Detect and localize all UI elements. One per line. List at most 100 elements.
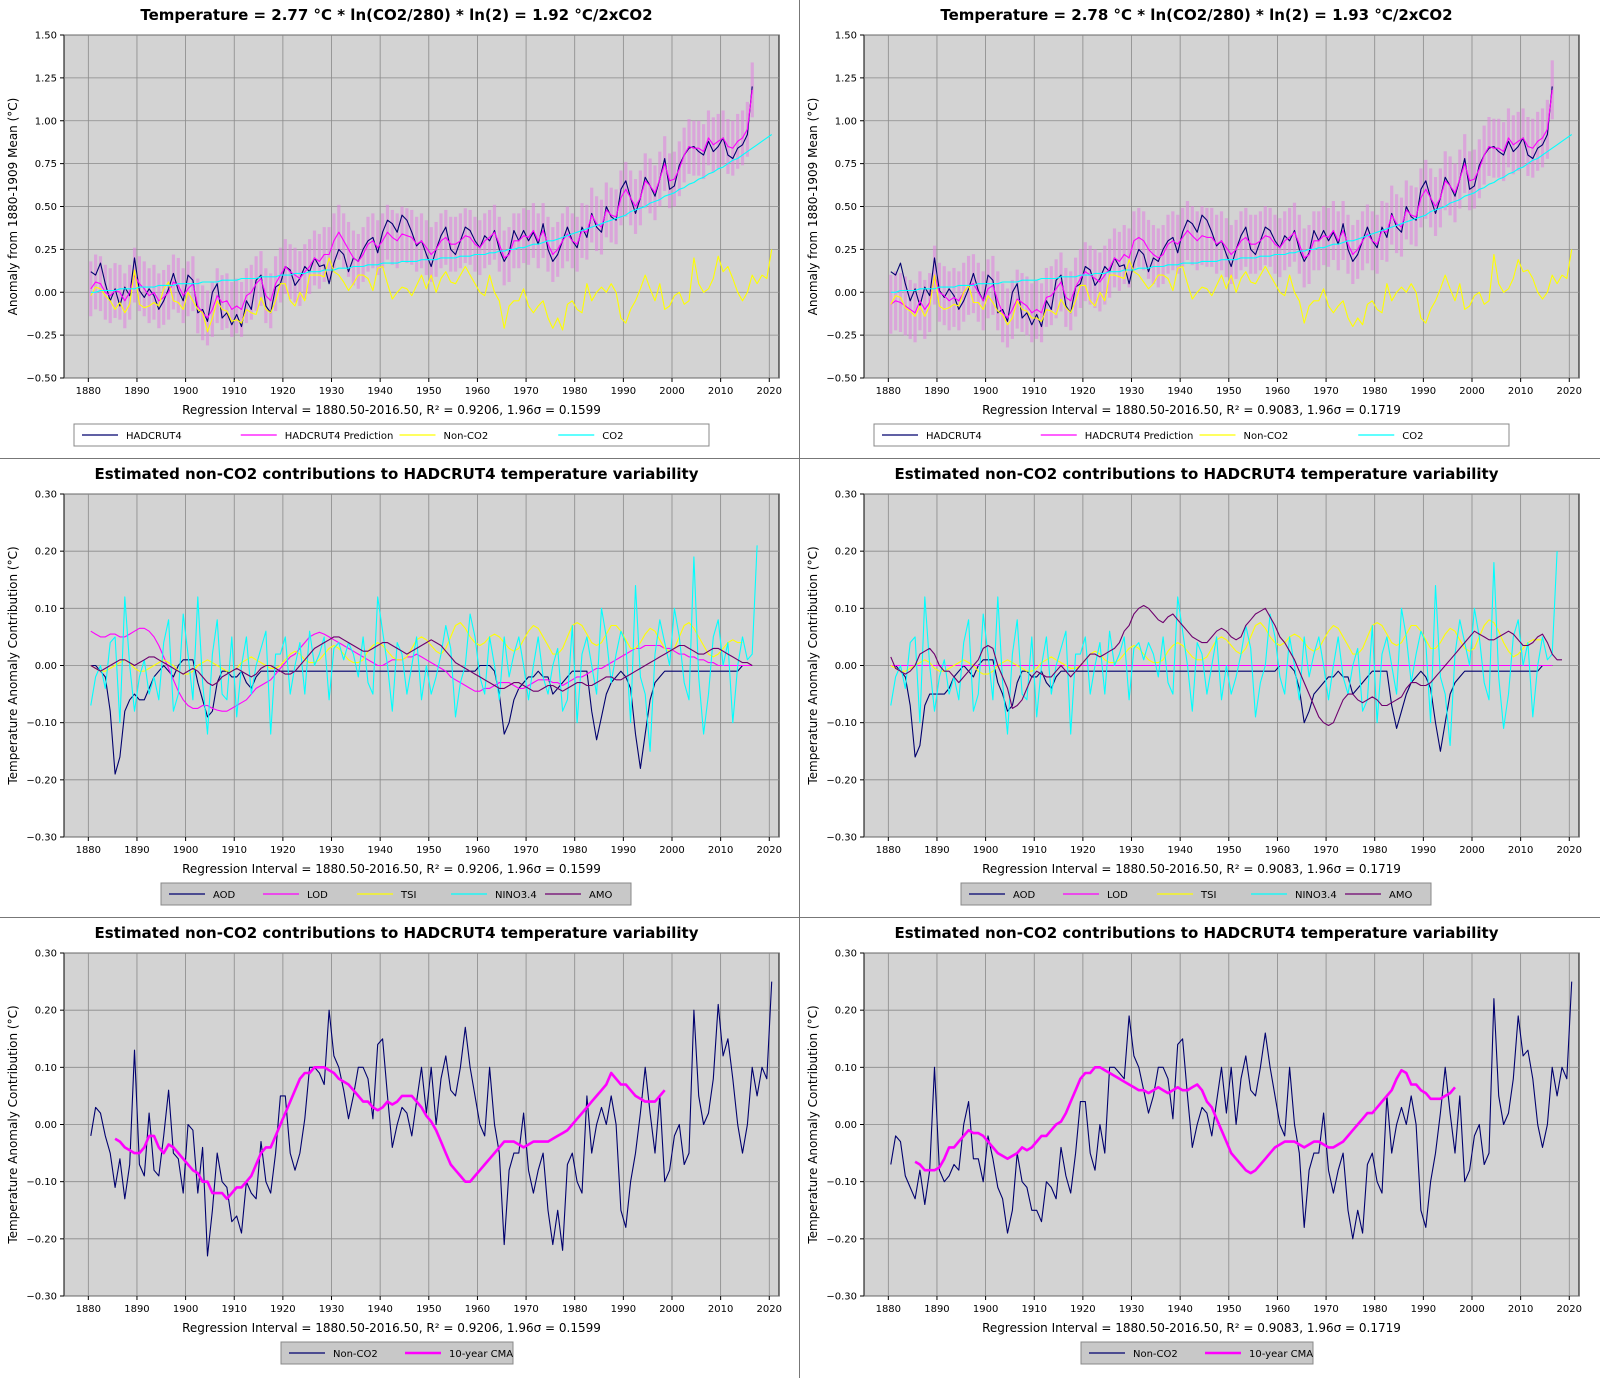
legend-box (280, 1341, 514, 1365)
y-tick-label: 0.30 (835, 490, 857, 501)
x-tick-label: 2000 (659, 386, 684, 397)
x-tick-label: 1960 (465, 845, 490, 856)
x-tick-label: 1930 (1119, 1304, 1144, 1315)
y-axis-label: Temperature Anomaly Contribution (°C) (6, 546, 20, 785)
legend-label-aod: AOD (213, 890, 236, 901)
y-tick-label: −0.20 (826, 775, 857, 786)
y-tick-label: 0.20 (835, 547, 857, 558)
x-tick-label: 1960 (465, 1304, 490, 1315)
y-tick-label: −0.10 (826, 718, 857, 729)
y-tick-label: 0.25 (35, 245, 57, 256)
series-line-aod (90, 659, 753, 775)
series-line-amo (90, 636, 753, 692)
x-tick-label: 2020 (757, 845, 782, 856)
x-tick-label: 1940 (1167, 386, 1192, 397)
chart-title: Temperature = 2.77 °C * ln(CO2/280) * ln… (140, 6, 652, 24)
series-line-co2 (890, 134, 1573, 293)
row-divider-1 (0, 458, 1600, 459)
y-tick-label: 0.20 (35, 1006, 57, 1017)
x-tick-label: 1910 (222, 1304, 247, 1315)
x-axis-label: Regression Interval = 1880.50-2016.50, R… (982, 1321, 1401, 1335)
series-line-10-year-cma (114, 1066, 666, 1201)
x-axis-label: Regression Interval = 1880.50-2016.50, R… (182, 1321, 601, 1335)
x-tick-label: 1950 (1216, 845, 1241, 856)
chart-title: Temperature = 2.78 °C * ln(CO2/280) * ln… (940, 6, 1452, 24)
chart-svg: Estimated non-CO2 contributions to HADCR… (6, 924, 782, 1365)
x-tick-label: 1900 (173, 845, 198, 856)
x-tick-label: 1990 (1411, 845, 1436, 856)
x-tick-label: 2010 (1508, 845, 1533, 856)
x-tick-label: 1930 (319, 386, 344, 397)
x-tick-label: 2020 (1557, 386, 1582, 397)
x-tick-label: 1990 (611, 1304, 636, 1315)
x-tick-label: 1890 (124, 845, 149, 856)
x-tick-label: 1920 (1070, 845, 1095, 856)
y-tick-label: −0.50 (26, 374, 57, 385)
x-axis-label: Regression Interval = 1880.50-2016.50, R… (982, 403, 1401, 417)
x-tick-label: 1960 (465, 386, 490, 397)
y-tick-label: 0.50 (835, 202, 857, 213)
legend-label-10-year-cma: 10-year CMA (1249, 1349, 1313, 1360)
x-tick-label: 1940 (367, 1304, 392, 1315)
y-tick-label: 0.00 (835, 661, 857, 672)
x-tick-label: 1980 (1362, 386, 1387, 397)
legend-label-lod: LOD (1107, 890, 1128, 901)
x-tick-label: 2000 (1459, 386, 1484, 397)
legend-label-co2: CO2 (602, 431, 623, 442)
chart-svg: Estimated non-CO2 contributions to HADCR… (806, 924, 1582, 1365)
y-tick-label: 0.10 (35, 604, 57, 615)
chart-svg: Temperature = 2.78 °C * ln(CO2/280) * ln… (806, 6, 1582, 447)
x-tick-label: 2000 (659, 1304, 684, 1315)
x-tick-label: 1900 (973, 1304, 998, 1315)
x-tick-label: 1950 (416, 845, 441, 856)
chart-title: Estimated non-CO2 contributions to HADCR… (895, 924, 1499, 942)
x-tick-label: 1970 (1313, 386, 1338, 397)
x-tick-label: 1960 (1265, 1304, 1290, 1315)
series-line-hadcrut4-prediction (890, 89, 1553, 319)
x-tick-label: 2020 (757, 1304, 782, 1315)
y-tick-label: 1.50 (35, 31, 57, 42)
series-line-non-co2 (90, 249, 773, 333)
y-tick-label: −0.10 (826, 1177, 857, 1188)
y-tick-label: −0.25 (826, 331, 857, 342)
x-tick-label: 1950 (1216, 1304, 1241, 1315)
x-tick-label: 1910 (1022, 1304, 1047, 1315)
legend-label-non-co2: Non-CO2 (1133, 1349, 1178, 1360)
y-tick-label: −0.25 (26, 331, 57, 342)
y-tick-label: 0.30 (835, 949, 857, 960)
x-tick-label: 1950 (416, 1304, 441, 1315)
legend-label-amo: AMO (1389, 890, 1412, 901)
x-tick-label: 1930 (1119, 845, 1144, 856)
y-tick-label: 0.20 (35, 547, 57, 558)
y-tick-label: 0.75 (35, 159, 57, 170)
series-line-10-year-cma (914, 1066, 1456, 1175)
y-tick-label: 0.50 (35, 202, 57, 213)
y-tick-label: −0.30 (26, 1292, 57, 1303)
y-tick-label: −0.30 (826, 1292, 857, 1303)
y-tick-label: 1.00 (835, 116, 857, 127)
x-tick-label: 1940 (367, 386, 392, 397)
legend-label-hadcrut4-prediction: HADCRUT4 Prediction (285, 431, 394, 442)
x-tick-label: 1930 (319, 1304, 344, 1315)
chart-svg: Estimated non-CO2 contributions to HADCR… (806, 465, 1582, 906)
legend-label-hadcrut4: HADCRUT4 (126, 431, 182, 442)
x-tick-label: 1880 (876, 845, 901, 856)
y-tick-label: 0.00 (35, 1120, 57, 1131)
x-tick-label: 1880 (876, 1304, 901, 1315)
y-tick-label: 0.00 (835, 288, 857, 299)
x-tick-label: 2010 (708, 845, 733, 856)
x-tick-label: 2000 (1459, 1304, 1484, 1315)
y-tick-label: 0.10 (835, 1063, 857, 1074)
x-tick-label: 1880 (76, 386, 101, 397)
legend-box (73, 423, 710, 447)
y-tick-label: 1.00 (35, 116, 57, 127)
x-tick-label: 1900 (173, 386, 198, 397)
y-tick-label: 0.00 (35, 661, 57, 672)
legend-label-hadcrut4-prediction: HADCRUT4 Prediction (1085, 431, 1194, 442)
y-tick-label: −0.20 (826, 1234, 857, 1245)
x-tick-label: 1890 (924, 386, 949, 397)
x-tick-label: 1920 (270, 845, 295, 856)
y-tick-label: 1.50 (835, 31, 857, 42)
legend-label-10-year-cma: 10-year CMA (449, 1349, 513, 1360)
series-line-nino3-4 (90, 545, 758, 752)
